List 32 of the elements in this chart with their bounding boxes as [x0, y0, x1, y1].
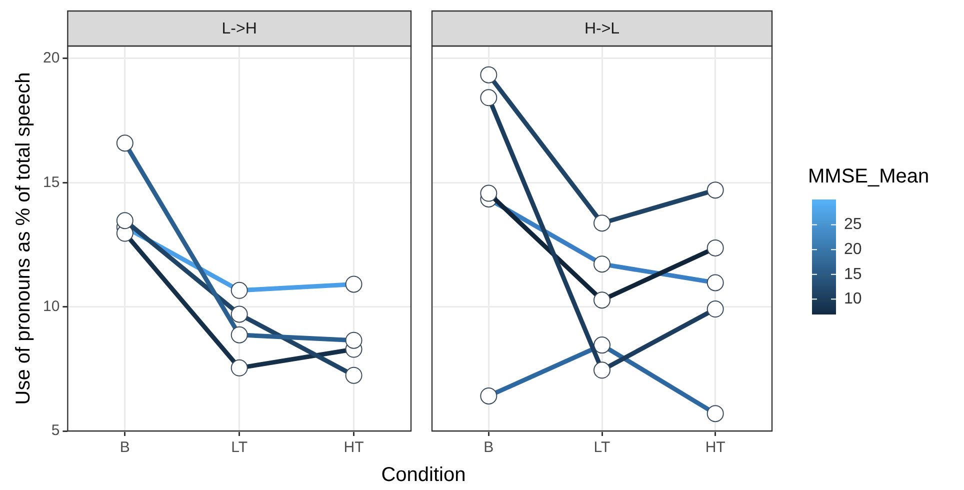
- chart-title: H->L: [584, 20, 620, 38]
- color-bar-label: 10: [844, 290, 862, 308]
- point: [230, 359, 248, 376]
- point: [480, 89, 498, 106]
- point: [706, 300, 724, 318]
- color-bar-label: 20: [844, 240, 862, 258]
- point: [230, 306, 248, 323]
- x-axis-title: Condition: [380, 464, 467, 487]
- x-tick-label: B: [120, 439, 130, 456]
- point: [594, 362, 610, 379]
- x-tick-label: LT: [231, 439, 248, 456]
- x-tick-label: LT: [594, 439, 610, 456]
- color-bar-label: 15: [844, 266, 862, 283]
- x-tick-label: HT: [705, 439, 726, 456]
- y-tick-label: 20: [42, 50, 60, 67]
- point: [706, 239, 724, 256]
- point: [480, 66, 498, 84]
- point: [594, 214, 610, 232]
- x-tick-label: B: [484, 439, 494, 456]
- point: [345, 366, 362, 384]
- point: [594, 292, 610, 309]
- chart-title: L->H: [222, 20, 257, 38]
- color-bar-title: MMSE_Mean: [808, 166, 930, 188]
- color-bar-label: 25: [844, 216, 862, 234]
- point: [706, 182, 724, 199]
- x-tick-label: HT: [344, 439, 364, 456]
- y-tick-label: 10: [42, 298, 60, 315]
- y-tick-label: 15: [42, 174, 60, 191]
- y-tick-label: 5: [51, 422, 60, 440]
- y-axis-title: Use of pronouns as % of total speech: [12, 72, 35, 405]
- point: [480, 184, 498, 202]
- point: [116, 212, 134, 230]
